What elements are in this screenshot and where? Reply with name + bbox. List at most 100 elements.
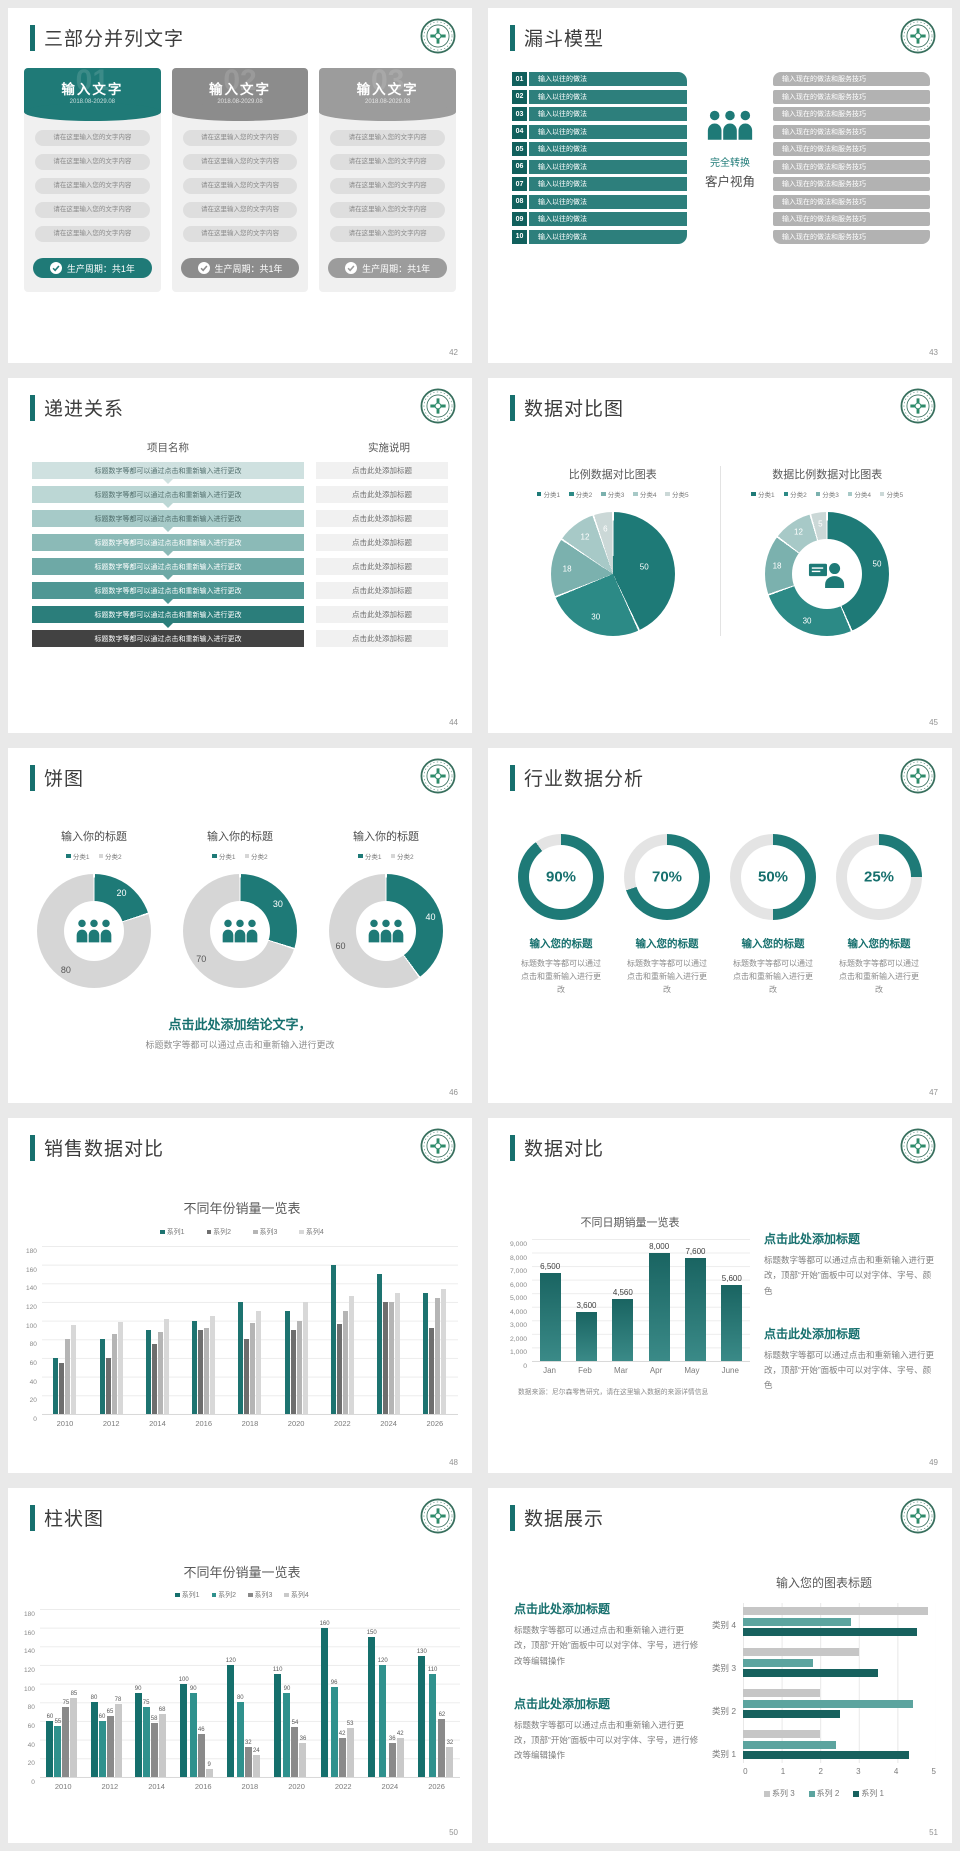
c-xlab: Mar [613, 1366, 628, 1375]
t-head: 03 输入文字 2018.08-2029.08 [319, 64, 457, 121]
c-barwrap [65, 1246, 71, 1414]
t-pill: 请在这里输入您的文字内容 [182, 154, 298, 170]
c-yaxis: 180 160 140 120 100 80 60 40 20 0 [24, 1609, 40, 1785]
c-swatch [783, 491, 789, 497]
t-foot: 生产周期：共1年 [33, 258, 152, 278]
c-barwrap: 75 [142, 1609, 150, 1777]
h-cat: 类别 1 [712, 1749, 737, 1760]
page-title: 数据对比图 [524, 399, 625, 420]
c-xlab: 2018 [241, 1782, 259, 1791]
h-bar [743, 1710, 840, 1718]
c-pct: 70% [651, 868, 683, 886]
c-bar [99, 1339, 105, 1414]
c-barwrap [198, 1246, 204, 1414]
pie-chart: 比例数据对比图表 分类1 分类2 分类3 分类4 分类5 50 30 18 12 6 [506, 466, 720, 636]
c-bar [205, 1768, 213, 1777]
f-num: 07 [512, 177, 527, 191]
c-xlab: 2012 [101, 1782, 119, 1791]
donut-chart: 输入你的标题 分类1 分类2 40 60 [318, 828, 454, 988]
c-barwrap: 6,500 [539, 1239, 561, 1361]
c-xlab: 2024 [380, 1419, 397, 1428]
c-blab: 8,000 [649, 1241, 670, 1251]
c-lgtext: 分类3 [822, 492, 839, 499]
c-xlab: 2020 [288, 1782, 305, 1791]
slide-card-47[interactable]: 行业数据分析 90% 输入您的标题 标题数字等都可以通过点击和重新输入进行更改 … [488, 748, 952, 1103]
c-barwrap [210, 1246, 216, 1414]
p-row: 标题数字等都可以通过点击和重新输入进行更改 点击此处添加标题 [32, 462, 448, 484]
c-xlab: 2024 [381, 1782, 399, 1791]
check-icon [197, 262, 210, 274]
data-source-note: 数据来源：尼尔森零售研究，请在这里输入数据的来源详情信息 [518, 1389, 709, 1396]
c-lgitem: 分类4 [847, 489, 871, 499]
slide-card-46[interactable]: 饼图 输入你的标题 分类1 分类2 20 80 输入你的标题 分类1 分类2 30 70 输入你… [8, 748, 472, 1103]
slide-card-45[interactable]: 数据对比图 比例数据对比图表 分类1 分类2 分类3 分类4 分类5 50 30 18 12 6 数… [488, 378, 952, 733]
c-blab: 78 [114, 1697, 122, 1704]
text-block: 点击此处添加标题 标题数字等都可以通过点击和重新输入进行更改，顶部“开始”面板中… [514, 1695, 700, 1764]
h-bar [743, 1730, 821, 1738]
f-bar: 输入以往的做法 [529, 72, 687, 86]
c-blab: 68 [158, 1706, 166, 1713]
p-left: 标题数字等都可以通过点击和重新输入进行更改 [32, 534, 304, 556]
c-barwrap [342, 1246, 348, 1414]
slide-card-50[interactable]: 柱状图 不同年份销量一览表 系列1 系列2 系列3 系列4 180 160 140 120 100… [8, 1488, 472, 1843]
h-xlab: 2 [818, 1767, 823, 1776]
slide-card-43[interactable]: 漏斗模型 01 输入以往的做法 02 输入以往的做法 03 输入以往的做法 04 输入以往的做… [488, 8, 952, 363]
slide-card-44[interactable]: 递进关系 项目名称 实施说明 标题数字等都可以通过点击和重新输入进行更改 点击此处… [8, 378, 472, 733]
slide-card-51[interactable]: 数据展示 点击此处添加标题 标题数字等都可以通过点击和重新输入进行更改，顶部“开… [488, 1488, 952, 1843]
c-bar [53, 1358, 59, 1414]
c-barwrap [256, 1246, 262, 1414]
c-xlab: Feb [578, 1366, 592, 1375]
c-bar [111, 1333, 117, 1414]
c-barwrap: 53 [346, 1609, 354, 1777]
hospital-logo [900, 18, 936, 54]
ring-title: 输入您的标题 [635, 938, 699, 950]
p-row: 标题数字等都可以通过点击和重新输入进行更改 点击此处添加标题 [32, 558, 448, 580]
c-lgtext: 分类2 [105, 854, 122, 861]
c-bar [612, 1299, 634, 1361]
f-rbar: 输入现在的做法和服务技巧 [773, 72, 930, 86]
c-bar [291, 1726, 299, 1777]
f-row: 05 输入以往的做法 [512, 142, 687, 156]
c-swatch [248, 1592, 253, 1598]
c-barwrap [238, 1246, 244, 1414]
slide-card-42[interactable]: 三部分并列文字 01 输入文字 2018.08-2029.08 请在这里输入您的文字内… [8, 8, 472, 363]
slide-card-49[interactable]: 数据对比 不同日期销量一览表 9,000 8,000 7,000 6,000 5,000 4… [488, 1118, 952, 1473]
chart-legend: 分类1 分类2 分类3 分类4 分类5 [506, 489, 720, 499]
c-lgitem: 系列1 [160, 1227, 185, 1237]
c-bar [180, 1683, 188, 1777]
conclusion-body: 标题数字等都可以通过点击和重新输入进行更改 [145, 1040, 335, 1050]
chart-legend: 系列1 系列2 系列3 系列4 [24, 1590, 460, 1600]
block-body: 标题数字等都可以通过点击和重新输入进行更改，顶部“开始”面板中可以对字体、字号、… [764, 1349, 935, 1391]
c-blab: 100 [178, 1676, 189, 1683]
h-group [743, 1648, 936, 1677]
h-xlab: 3 [856, 1767, 861, 1776]
c-bar [62, 1707, 70, 1777]
h-bar [743, 1648, 859, 1656]
slide-card-48[interactable]: 销售数据对比 不同年份销量一览表 系列1 系列2 系列3 系列4 180 160 140 120… [8, 1118, 472, 1473]
c-barwrap: 9 [205, 1609, 213, 1777]
t-htitle: 输入文字 [61, 82, 124, 97]
page-number: 50 [449, 1828, 458, 1837]
c-blab: 46 [197, 1727, 205, 1734]
c-swatch [569, 491, 574, 497]
h-cat: 类别 3 [712, 1662, 737, 1673]
c-barwrap [302, 1246, 308, 1414]
f-bar: 输入以往的做法 [529, 159, 687, 174]
slide-title-block: 数据展示 [510, 1504, 604, 1531]
c-blab: 5,600 [721, 1274, 742, 1284]
labeled-bar-chart: 不同年份销量一览表 系列1 系列2 系列3 系列4 180 160 140 120 100 80 60… [24, 1562, 460, 1791]
block-title: 点击此处添加标题 [514, 1696, 611, 1711]
c-bar [296, 1320, 302, 1414]
ring-item: 90% 输入您的标题 标题数字等都可以通过点击和重新输入进行更改 [514, 834, 608, 996]
p-left: 标题数字等都可以通过点击和重新输入进行更改 [32, 606, 304, 628]
h-group [743, 1730, 936, 1759]
c-bar [379, 1665, 387, 1777]
c-group [192, 1246, 216, 1414]
c-body: 180 160 140 120 100 80 60 40 20 0 60 55 75 85 80 60 65 78… [24, 1609, 460, 1791]
c-bar [250, 1322, 256, 1414]
c-blab: 36 [388, 1736, 396, 1743]
h-body: 类别 4 类别 3 类别 2 类别 1 0 1 2 3 4 5 [712, 1603, 936, 1776]
c-blab: 80 [236, 1695, 244, 1702]
c-xlabels: 2010 2012 2014 2016 2018 2020 2022 2024 2026 [42, 1419, 458, 1428]
c-bar [368, 1637, 376, 1777]
